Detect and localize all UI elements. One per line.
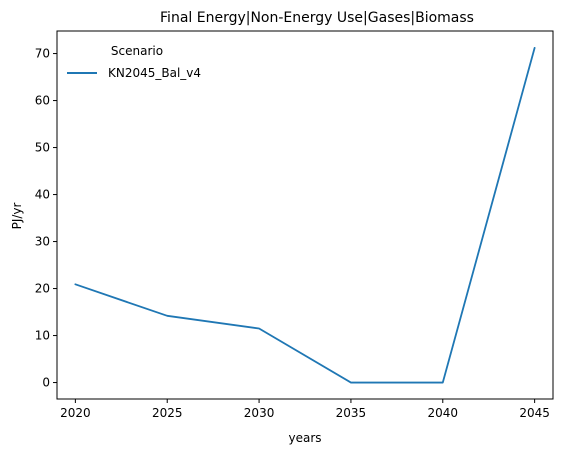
y-tick-label: 20 xyxy=(35,282,50,296)
chart-title: Final Energy|Non-Energy Use|Gases|Biomas… xyxy=(160,10,474,26)
series-layer xyxy=(74,47,536,384)
x-axis-title: years xyxy=(288,431,321,445)
legend: Scenario KN2045_Bal_v4 xyxy=(67,44,201,80)
legend-title: Scenario xyxy=(111,44,163,58)
x-tick-label: 2045 xyxy=(519,406,550,420)
series-line-0 xyxy=(74,47,536,384)
x-tick-label: 2040 xyxy=(428,406,459,420)
legend-label: KN2045_Bal_v4 xyxy=(108,66,201,80)
x-tick-label: 2035 xyxy=(336,406,367,420)
plot-area xyxy=(56,30,554,400)
y-tick-label: 0 xyxy=(42,376,50,390)
x-tick-label: 2020 xyxy=(60,406,91,420)
x-tick-label: 2025 xyxy=(152,406,183,420)
y-tick-label: 60 xyxy=(35,94,50,108)
y-axis: 0 10 20 30 40 50 60 70 xyxy=(35,47,57,390)
x-tick-label: 2030 xyxy=(244,406,275,420)
y-tick-label: 40 xyxy=(35,188,50,202)
y-tick-label: 50 xyxy=(35,141,50,155)
y-tick-label: 10 xyxy=(35,329,50,343)
x-axis: 2020 2025 2030 2035 2040 2045 xyxy=(60,399,550,420)
y-axis-title: PJ/yr xyxy=(10,203,24,230)
y-tick-label: 30 xyxy=(35,235,50,249)
y-tick-label: 70 xyxy=(35,47,50,61)
